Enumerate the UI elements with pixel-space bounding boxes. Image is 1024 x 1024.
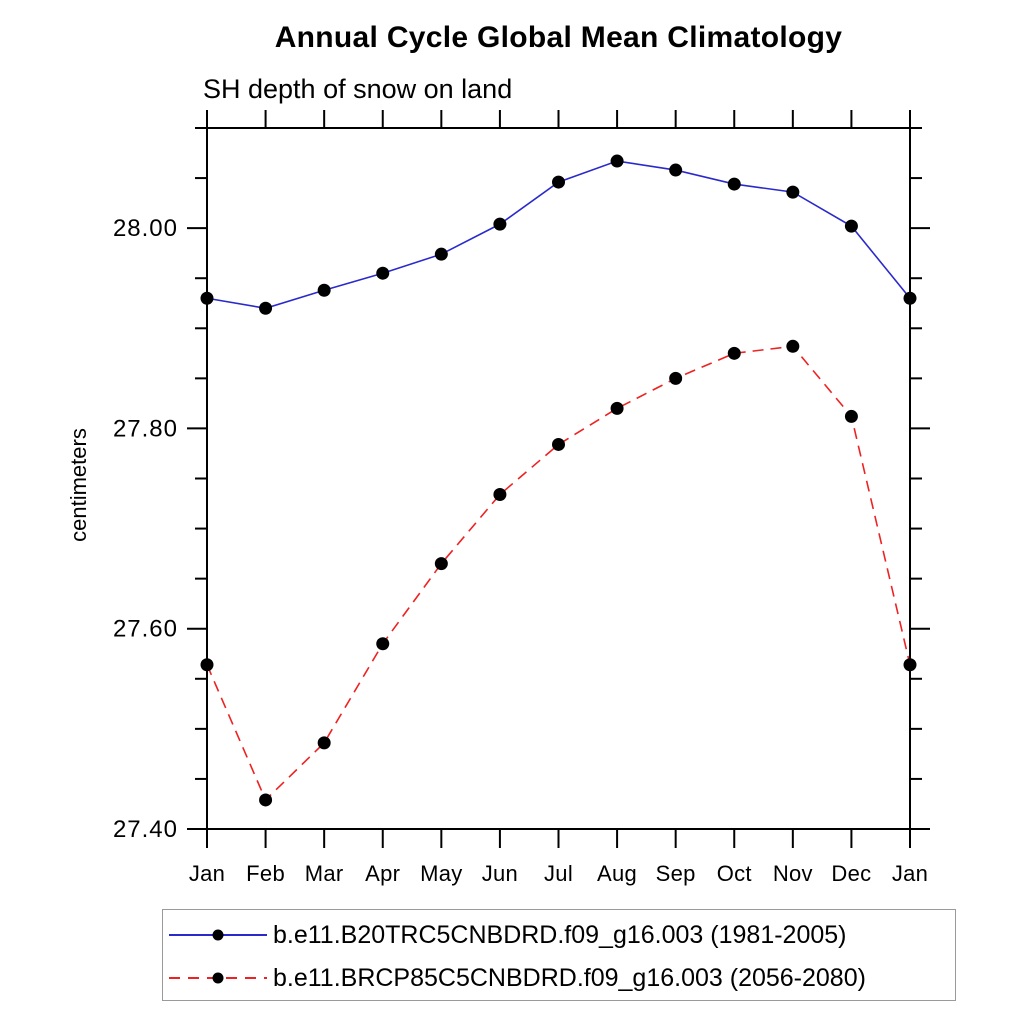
- x-axis-tick-label: Feb: [246, 861, 285, 886]
- data-point-marker: [259, 793, 273, 807]
- data-point-marker: [844, 219, 858, 233]
- x-axis-tick-label: Apr: [365, 861, 400, 886]
- y-axis-tick-label: 28.00: [113, 215, 178, 242]
- data-point-marker: [786, 339, 800, 353]
- data-point-marker: [844, 409, 858, 423]
- data-point-marker: [727, 177, 741, 191]
- chart-subtitle: SH depth of snow on land: [203, 74, 513, 104]
- data-point-marker: [493, 217, 507, 231]
- data-point-marker: [903, 291, 917, 305]
- data-point-marker: [434, 247, 448, 261]
- x-axis-tick-label: Jun: [482, 861, 518, 886]
- data-point-marker: [610, 401, 624, 415]
- x-axis-tick-label: Jul: [544, 861, 573, 886]
- data-point-marker: [376, 266, 390, 280]
- y-axis-tick-label: 27.40: [113, 816, 178, 843]
- x-axis-tick-label: Mar: [305, 861, 344, 886]
- series-line: [206, 345, 911, 802]
- data-point-marker: [903, 658, 917, 672]
- legend-line-sample-dashed: [169, 972, 267, 984]
- x-axis-tick-label: Nov: [773, 861, 813, 886]
- data-point-marker: [552, 437, 565, 451]
- legend-entry-historical: b.e11.B20TRC5CNBDRD.f09_g16.003 (1981-20…: [169, 921, 847, 949]
- x-axis-tick-label: Jan: [189, 861, 225, 886]
- chart-title: Annual Cycle Global Mean Climatology: [274, 21, 843, 54]
- y-axis-tick-label: 27.80: [113, 415, 178, 442]
- data-point-marker: [434, 557, 448, 571]
- data-point-marker: [317, 283, 331, 297]
- data-point-marker: [552, 175, 565, 189]
- legend-marker-dot: [212, 972, 224, 984]
- data-point-marker: [610, 154, 624, 168]
- data-point-marker: [727, 346, 741, 360]
- data-point-marker: [200, 658, 214, 672]
- data-point-marker: [493, 488, 507, 502]
- legend-line-sample-solid: [169, 929, 267, 941]
- legend-marker-dot: [212, 929, 224, 941]
- data-point-marker: [259, 301, 273, 315]
- legend-label: b.e11.B20TRC5CNBDRD.f09_g16.003 (1981-20…: [273, 920, 847, 949]
- x-axis-tick-label: Jan: [892, 861, 928, 886]
- y-axis-tick-label: 27.60: [113, 616, 178, 643]
- data-point-marker: [376, 637, 390, 651]
- data-point-marker: [669, 371, 683, 385]
- x-axis-tick-label: May: [420, 861, 462, 886]
- legend-label: b.e11.BRCP85C5CNBDRD.f09_g16.003 (2056-2…: [273, 963, 866, 992]
- legend: b.e11.B20TRC5CNBDRD.f09_g16.003 (1981-20…: [162, 909, 956, 1001]
- legend-entry-rcp85: b.e11.BRCP85C5CNBDRD.f09_g16.003 (2056-2…: [169, 964, 866, 992]
- x-axis-tick-label: Aug: [597, 861, 637, 886]
- data-point-marker: [669, 163, 683, 177]
- data-point-marker: [200, 291, 214, 305]
- data-point-marker: [317, 736, 331, 750]
- plot-border: [206, 127, 911, 830]
- data-point-marker: [786, 185, 800, 199]
- x-axis-tick-label: Dec: [831, 861, 871, 886]
- x-axis-tick-label: Sep: [656, 861, 696, 886]
- x-axis-tick-label: Oct: [717, 861, 752, 886]
